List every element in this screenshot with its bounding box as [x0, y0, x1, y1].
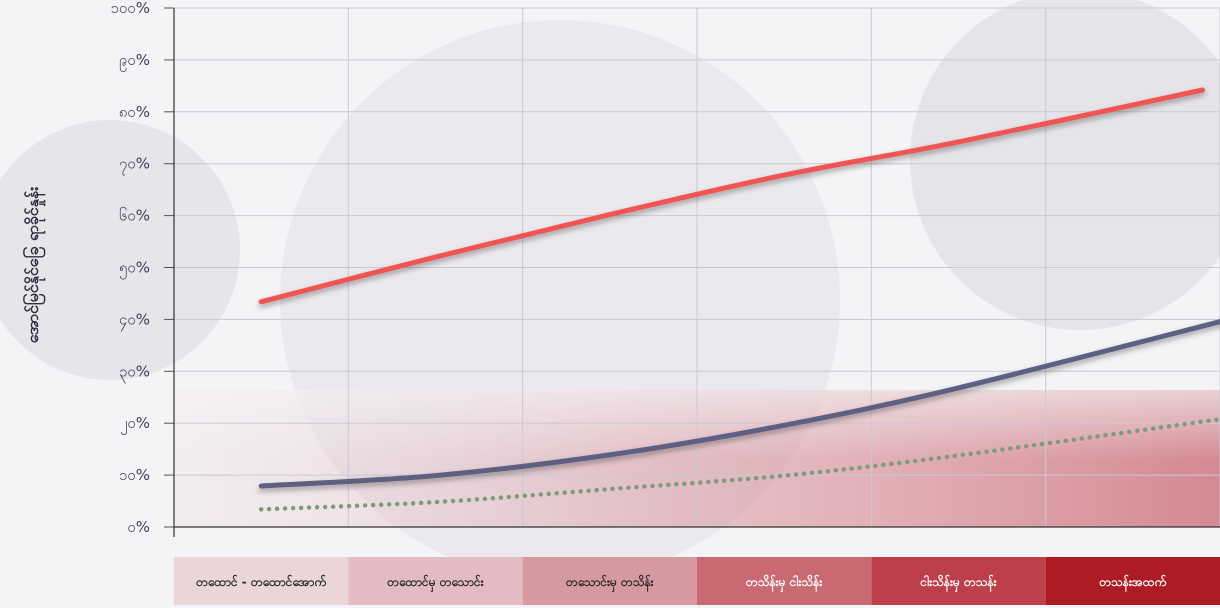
- decor-circle: [910, 0, 1220, 330]
- y-tick-label: ၆၀%: [119, 207, 150, 225]
- y-tick-label: ၁၀%: [119, 466, 150, 484]
- y-tick-label: ၂၀%: [120, 414, 150, 435]
- category-cell: [174, 557, 349, 605]
- decor-circle: [0, 120, 240, 380]
- x-category-label: တထောင်မှ တသောင်း: [386, 573, 484, 593]
- series-line: [258, 87, 1206, 305]
- category-cell: [348, 557, 523, 605]
- background-decoration: [0, 0, 1220, 527]
- y-tick-label: ၇၀%: [119, 155, 150, 176]
- grid: [174, 7, 1220, 527]
- category-band: တထောင် - တထောင်အောက် တထောင်မှ တသောင်း တသော…: [174, 557, 1220, 605]
- series-line: [258, 416, 1220, 512]
- category-cell: [522, 557, 697, 605]
- x-category-label: တသိန်းမှ ငါးသိန်း: [745, 573, 823, 593]
- category-cell: [871, 557, 1046, 605]
- x-category-label: ငါးသိန်းမှ တသန်း: [919, 573, 997, 593]
- y-tick-label: ၉၀%: [119, 51, 150, 72]
- axes: ၀% ၁၀% ၂၀% ၃၀% ၄၀% ၅၀% ၆၀% ၇၀% ၈၀% ၉၀% ၁၀၀%: [110, 0, 1220, 537]
- x-category-label: တထောင် - တထောင်အောက်: [195, 573, 326, 589]
- category-cell: [1045, 557, 1220, 605]
- series-line: [258, 319, 1220, 489]
- series: [258, 87, 1220, 512]
- y-tick-label: ၈၀%: [119, 103, 150, 121]
- category-cell: [697, 557, 872, 605]
- y-tick-label: ၁၀၀%: [110, 0, 150, 17]
- x-category-label: တသောင်းမှ တသိန်း: [565, 573, 654, 593]
- y-tick-label: ၃၀%: [119, 362, 150, 383]
- y-tick-label: ၅၀%: [119, 259, 150, 280]
- y-tick-label: ၀%: [127, 518, 150, 536]
- y-tick-label: ၄၀%: [119, 310, 150, 331]
- x-category-label: တသန်းအထက်: [1098, 573, 1166, 593]
